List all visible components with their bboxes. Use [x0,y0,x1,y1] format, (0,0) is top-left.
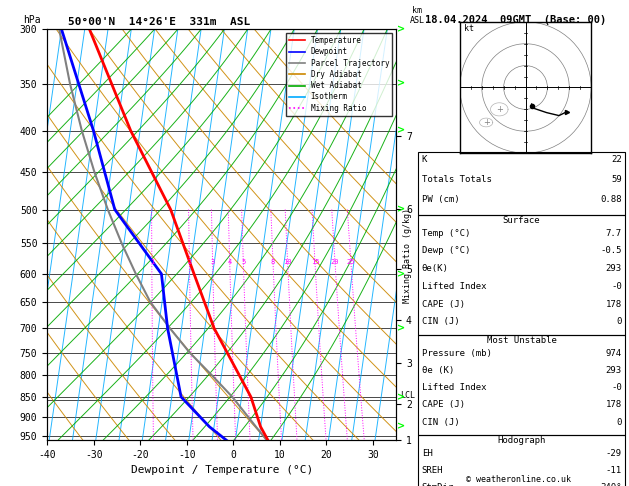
Text: 1: 1 [150,259,154,265]
Text: >: > [398,205,405,214]
Text: 20: 20 [331,259,339,265]
Text: 0: 0 [616,418,622,427]
Text: Surface: Surface [503,216,540,226]
Text: Temp (°C): Temp (°C) [422,228,470,238]
Text: 0: 0 [616,317,622,326]
Text: 178: 178 [606,400,622,409]
Text: 2: 2 [187,259,191,265]
Text: 8: 8 [271,259,275,265]
Text: 974: 974 [606,348,622,358]
Text: >: > [398,392,405,402]
Text: Hodograph: Hodograph [498,436,546,446]
Text: 22: 22 [611,155,622,164]
Text: θe (K): θe (K) [422,366,454,375]
Text: 7.7: 7.7 [606,228,622,238]
Legend: Temperature, Dewpoint, Parcel Trajectory, Dry Adiabat, Wet Adiabat, Isotherm, Mi: Temperature, Dewpoint, Parcel Trajectory… [286,33,392,116]
Text: >: > [398,126,405,136]
Text: 15: 15 [311,259,319,265]
Text: CIN (J): CIN (J) [422,418,459,427]
Text: hPa: hPa [23,15,40,25]
Text: Pressure (mb): Pressure (mb) [422,348,492,358]
Text: 340°: 340° [600,483,622,486]
Text: 59: 59 [611,175,622,184]
Text: -0: -0 [611,282,622,291]
Text: +: + [482,118,489,127]
Text: 4: 4 [228,259,232,265]
Text: km
ASL: km ASL [409,6,425,25]
Text: CIN (J): CIN (J) [422,317,459,326]
Text: CAPE (J): CAPE (J) [422,299,465,309]
Text: 293: 293 [606,366,622,375]
Text: kt: kt [464,24,474,33]
Text: 18.04.2024  09GMT  (Base: 00): 18.04.2024 09GMT (Base: 00) [425,15,607,25]
Text: K: K [422,155,427,164]
Text: SREH: SREH [422,466,443,475]
Text: Mixing Ratio (g/kg): Mixing Ratio (g/kg) [403,208,412,302]
Text: +: + [496,105,503,114]
Text: >: > [398,24,405,34]
Text: θe(K): θe(K) [422,264,448,273]
Text: EH: EH [422,449,433,458]
Text: 178: 178 [606,299,622,309]
Text: Totals Totals: Totals Totals [422,175,492,184]
Text: 0.88: 0.88 [600,195,622,204]
Text: 25: 25 [347,259,355,265]
Text: >: > [398,323,405,333]
Text: 293: 293 [606,264,622,273]
Text: PW (cm): PW (cm) [422,195,459,204]
Text: 50°00'N  14°26'E  331m  ASL: 50°00'N 14°26'E 331m ASL [68,17,250,27]
Text: >: > [398,422,405,432]
Text: StmDir: StmDir [422,483,454,486]
Text: -0: -0 [611,383,622,392]
Text: 3: 3 [211,259,214,265]
Text: -29: -29 [606,449,622,458]
Text: LCL: LCL [400,391,415,399]
Text: © weatheronline.co.uk: © weatheronline.co.uk [467,474,571,484]
Text: Dewp (°C): Dewp (°C) [422,246,470,255]
Text: >: > [398,269,405,279]
X-axis label: Dewpoint / Temperature (°C): Dewpoint / Temperature (°C) [131,465,313,475]
Text: -0.5: -0.5 [600,246,622,255]
Text: 10: 10 [283,259,292,265]
Text: Lifted Index: Lifted Index [422,383,486,392]
Text: Lifted Index: Lifted Index [422,282,486,291]
Text: >: > [398,79,405,88]
Text: Most Unstable: Most Unstable [487,336,557,346]
Text: 5: 5 [241,259,245,265]
Text: CAPE (J): CAPE (J) [422,400,465,409]
Text: -11: -11 [606,466,622,475]
